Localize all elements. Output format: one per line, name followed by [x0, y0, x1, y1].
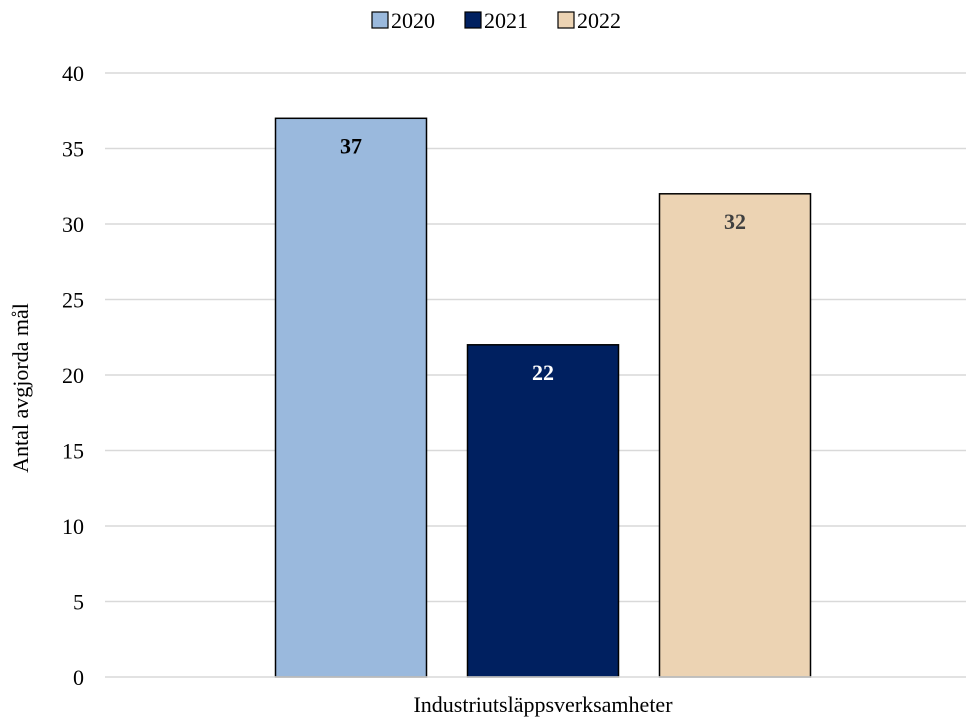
bar-2021	[466, 344, 620, 678]
y-axis-title: Antal avgjorda mål	[8, 303, 33, 473]
legend-swatch-2021	[464, 11, 482, 29]
data-labels: 37 22 32	[340, 133, 746, 384]
legend-swatch-2022	[557, 11, 575, 29]
y-tick-label-25: 25	[62, 288, 84, 313]
bar-2020	[274, 117, 428, 678]
bar-2022	[658, 193, 812, 678]
legend-label-2022: 2022	[577, 8, 621, 33]
y-tick-label-40: 40	[62, 61, 84, 86]
bars	[274, 117, 812, 678]
y-tick-label-10: 10	[62, 514, 84, 539]
legend-label-2020: 2020	[391, 8, 435, 33]
legend-swatch-2020	[371, 11, 389, 29]
data-label-2021: 22	[532, 360, 554, 385]
y-tick-label-35: 35	[62, 137, 84, 162]
y-tick-label-5: 5	[73, 590, 84, 615]
y-tick-label-20: 20	[62, 363, 84, 388]
legend: 2020 2021 2022	[371, 8, 621, 33]
data-label-2020: 37	[340, 133, 362, 158]
x-category-label: Industriutsläppsverksamheter	[413, 692, 673, 717]
y-tick-label-0: 0	[73, 665, 84, 690]
y-tick-label-30: 30	[62, 212, 84, 237]
data-label-2022: 32	[724, 209, 746, 234]
legend-label-2021: 2021	[484, 8, 528, 33]
y-tick-label-15: 15	[62, 439, 84, 464]
y-axis-ticks: 0 5 10 15 20 25 30 35 40	[62, 61, 84, 690]
